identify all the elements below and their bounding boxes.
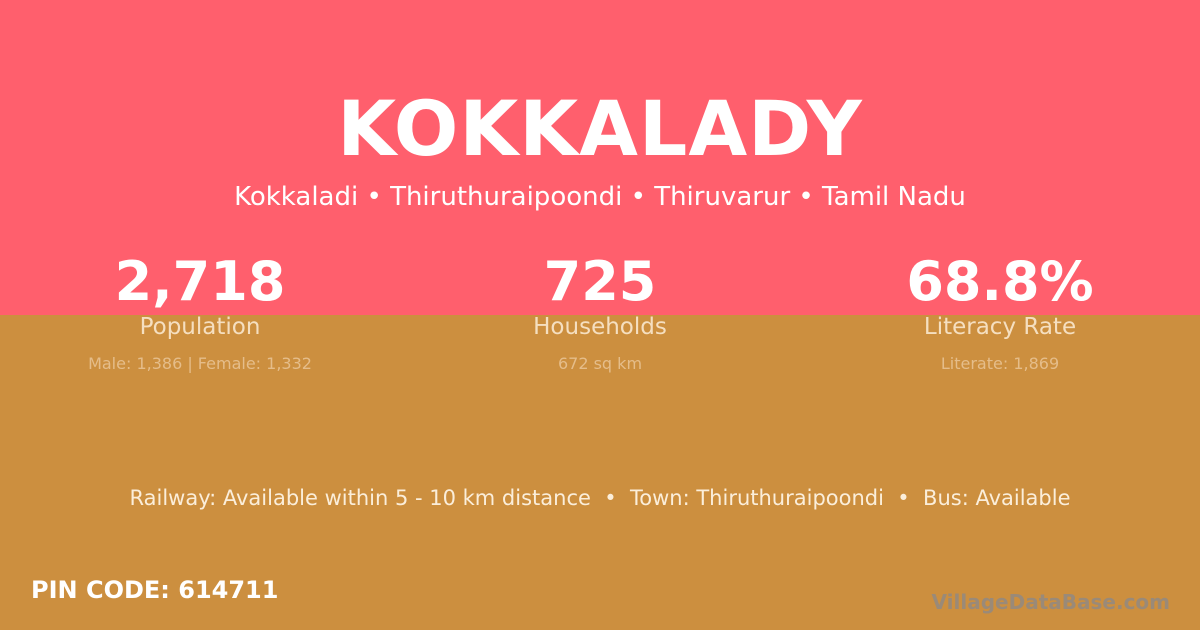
- households-detail: 672 sq km: [557, 354, 643, 373]
- population-detail: Male: 1,386 | Female: 1,332: [88, 354, 312, 373]
- village-title: KOKKALADY: [337, 84, 863, 173]
- population-label: Population: [139, 314, 261, 340]
- header-band: [0, 0, 1200, 315]
- pin-code: PIN CODE: 614711: [31, 576, 279, 604]
- literacy-value: 68.8%: [906, 250, 1094, 313]
- location-breadcrumb: Kokkaladi • Thiruthuraipoondi • Thiruvar…: [234, 182, 966, 212]
- site-logo: VillageDataBase.com: [931, 590, 1170, 614]
- literacy-label: Literacy Rate: [923, 314, 1077, 340]
- households-label: Households: [533, 314, 667, 340]
- connectivity-info: Railway: Available within 5 - 10 km dist…: [129, 486, 1071, 510]
- population-value: 2,718: [114, 250, 286, 313]
- households-value: 725: [543, 250, 657, 313]
- literacy-detail: Literate: 1,869: [940, 354, 1060, 373]
